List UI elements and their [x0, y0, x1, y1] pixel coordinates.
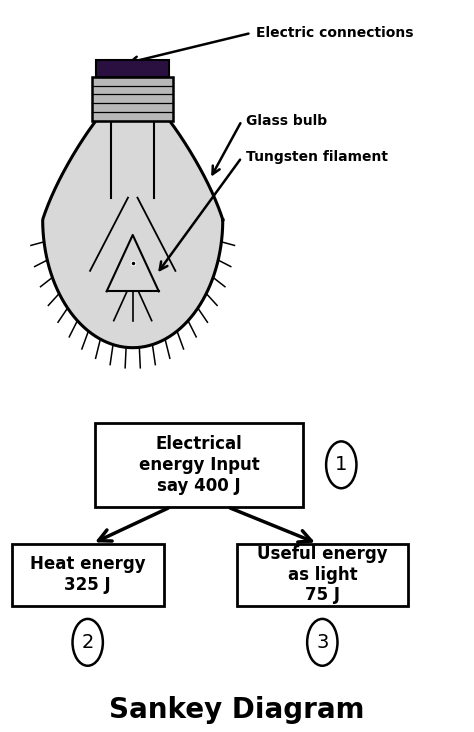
Text: 1: 1	[335, 455, 347, 474]
Text: Tungsten filament: Tungsten filament	[246, 150, 389, 165]
Text: Glass bulb: Glass bulb	[246, 113, 328, 128]
Bar	[92, 77, 173, 121]
Text: Electric connections: Electric connections	[256, 26, 413, 40]
Text: Sankey Diagram: Sankey Diagram	[109, 696, 365, 724]
Text: Electrical
energy Input
say 400 J: Electrical energy Input say 400 J	[139, 435, 259, 495]
Bar	[95, 423, 303, 507]
Bar	[96, 60, 169, 77]
Bar	[237, 543, 408, 606]
Text: 3: 3	[316, 633, 328, 651]
Text: 2: 2	[82, 633, 94, 651]
Text: Heat energy
325 J: Heat energy 325 J	[30, 555, 146, 594]
Text: Useful energy
as light
75 J: Useful energy as light 75 J	[257, 545, 388, 605]
Bar	[12, 543, 164, 606]
Polygon shape	[43, 92, 223, 348]
